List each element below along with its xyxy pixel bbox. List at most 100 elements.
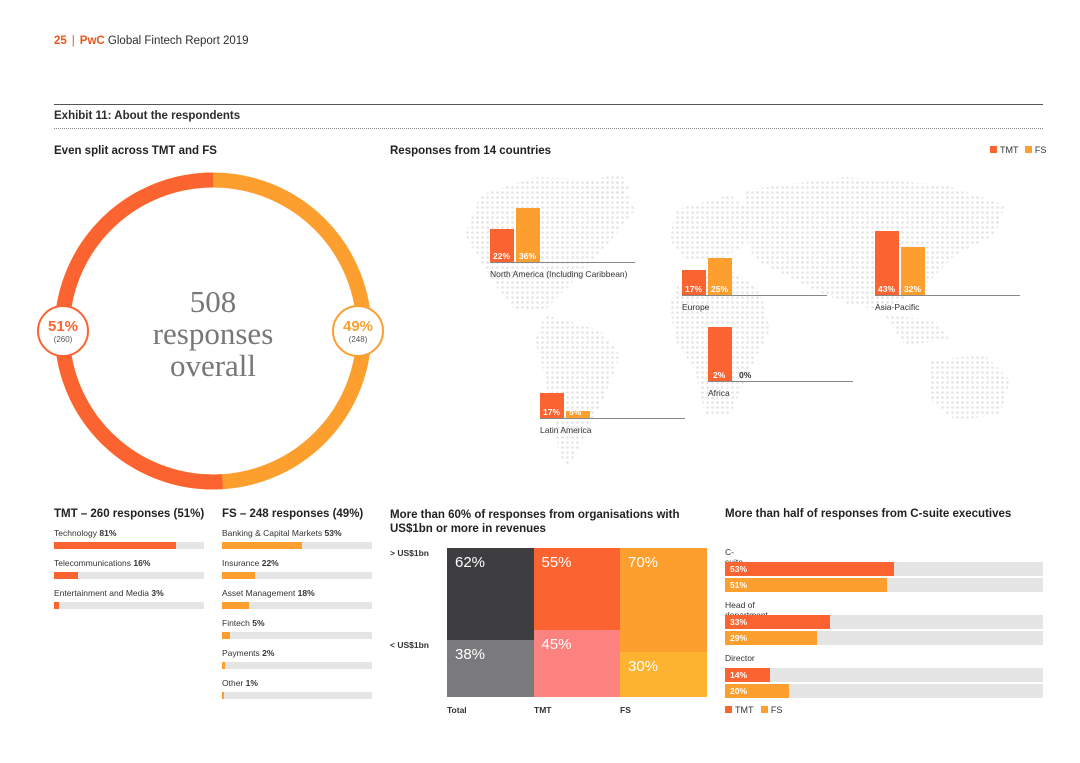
africa-fs-label: 0% (739, 370, 752, 380)
map-indonesia (885, 315, 950, 345)
item-label: Other (222, 678, 244, 688)
fs-track-other (222, 692, 372, 699)
csuite-bar-head-fs: 29% (725, 631, 818, 645)
fs-fill-payments (222, 662, 225, 669)
csuite-bar-head-tmt: 33% (725, 615, 830, 629)
fs-item-insurance: Insurance 22% (222, 558, 279, 568)
apac-tmt-label: 43% (878, 284, 896, 294)
world-map (465, 173, 1010, 465)
csuite-track-director-fs: 20% (725, 684, 1043, 698)
csuite-bar-csuite-fs: 51% (725, 578, 888, 592)
na-tmt-label: 22% (493, 251, 511, 261)
europe-fs-bar (708, 257, 732, 295)
mekko-total-under: 38% (447, 640, 534, 697)
apac-fs-bar (901, 247, 925, 295)
csuite-legend-fs-swatch (760, 706, 768, 713)
africa-tmt-bar (708, 327, 732, 381)
europe-baseline (682, 295, 827, 296)
header-rule (54, 104, 1043, 105)
apac-fs-label: 32% (904, 284, 922, 294)
bar-label: 29% (730, 633, 748, 643)
mekko-col-fs: FS (620, 705, 631, 715)
latam-tmt-label: 17% (543, 407, 561, 417)
csuite-track-head-tmt: 33% (725, 615, 1043, 629)
latam-baseline (540, 418, 685, 419)
fs-fill-insurance (222, 572, 255, 579)
csuite-track-csuite-fs: 51% (725, 578, 1043, 592)
item-value: 18% (297, 588, 315, 598)
item-value: 81% (99, 528, 117, 538)
fs-share-badge: 49% (248) (332, 305, 384, 357)
fs-item-banking: Banking & Capital Markets 53% (222, 528, 342, 538)
fs-item-asset-mgmt: Asset Management 18% (222, 588, 315, 598)
mekko-tmt-under: 45% (533, 629, 620, 697)
fs-list-title: FS – 248 responses (49%) (222, 508, 364, 520)
bar-label: 51% (730, 580, 748, 590)
csuite-track-csuite-tmt: 53% (725, 562, 1043, 576)
tmt-fill-telecom (54, 572, 78, 579)
fs-item-fintech: Fintech 5% (222, 618, 265, 628)
latam-fs-label: 5% (569, 407, 582, 417)
europe-fs-label: 25% (711, 284, 729, 294)
africa-baseline (708, 381, 853, 382)
csuite-track-director-tmt: 14% (725, 668, 1043, 682)
na-baseline (490, 262, 635, 263)
item-value: 1% (245, 678, 258, 688)
total-responses: 508 (189, 284, 237, 319)
tmt-item-technology: Technology 81% (54, 528, 116, 538)
csuite-legend: TMT FS (725, 705, 782, 715)
tmt-track-telecom (54, 572, 204, 579)
brand-name: PwC (79, 35, 105, 47)
legend-fs-swatch (1024, 146, 1032, 153)
europe-tmt-bar (682, 269, 706, 295)
center-line-responses: responses (152, 316, 274, 351)
item-label: Technology (54, 528, 98, 538)
fs-share-count: (248) (348, 335, 368, 344)
tmt-item-media: Entertainment and Media 3% (54, 588, 164, 598)
row-label-under: < US$1bn (390, 640, 429, 650)
split-title: Even split across TMT and FS (54, 145, 217, 157)
latam-fs-bar (566, 410, 590, 418)
mekko-tmt-over-label: 55% (541, 554, 572, 571)
fs-share-pct: 49% (342, 318, 374, 335)
mekko-fs-over-label: 70% (628, 554, 659, 571)
tmt-track-technology (54, 542, 204, 549)
legend-tmt-swatch (990, 146, 997, 153)
center-line-overall: overall (169, 348, 257, 383)
page-header: 25 | PwC Global Fintech Report 2019 (54, 35, 249, 47)
africa-region-label: Africa (708, 388, 730, 398)
mekko-fs-under: 30% (620, 652, 707, 697)
map-south-america (535, 315, 620, 465)
item-value: 22% (261, 558, 279, 568)
mekko-col-tmt: TMT (534, 705, 552, 715)
mekko-tmt-over: 55% (533, 548, 620, 630)
map-greenland (575, 173, 630, 205)
revenue-title-line1: More than 60% of responses from organisa… (390, 509, 680, 521)
fs-fill-asset-mgmt (222, 602, 249, 609)
legend-tmt-label: TMT (1000, 145, 1019, 155)
item-label: Payments (222, 648, 260, 658)
tmt-list-title: TMT – 260 responses (51%) (54, 508, 205, 520)
na-tmt-bar (490, 229, 514, 262)
item-label: Entertainment and Media (54, 588, 149, 598)
exhibit-title: Exhibit 11: About the respondents (54, 110, 241, 122)
report-title: Global Fintech Report 2019 (107, 35, 249, 47)
bar-label: 53% (730, 564, 748, 574)
item-value: 3% (151, 588, 164, 598)
na-fs-label: 36% (519, 251, 537, 261)
map-north-america (465, 177, 635, 310)
tmt-track-media (54, 602, 204, 609)
tmt-share-pct: 51% (47, 318, 79, 335)
exhibit-dotted-rule (54, 128, 1043, 129)
apac-region-label: Asia-Pacific (875, 302, 920, 312)
item-label: Asset Management (222, 588, 296, 598)
europe-tmt-label: 17% (685, 284, 703, 294)
csuite-bar-director-tmt: 14% (725, 668, 770, 682)
bar-label: 33% (730, 617, 748, 627)
revenue-title: More than 60% of responses from organisa… (390, 508, 679, 536)
item-label: Fintech (222, 618, 250, 628)
na-fs-bar (516, 208, 540, 262)
mekko-col-total: Total (447, 705, 467, 715)
csuite-legend-tmt-swatch (725, 706, 732, 713)
csuite-legend-tmt: TMT (735, 705, 754, 715)
